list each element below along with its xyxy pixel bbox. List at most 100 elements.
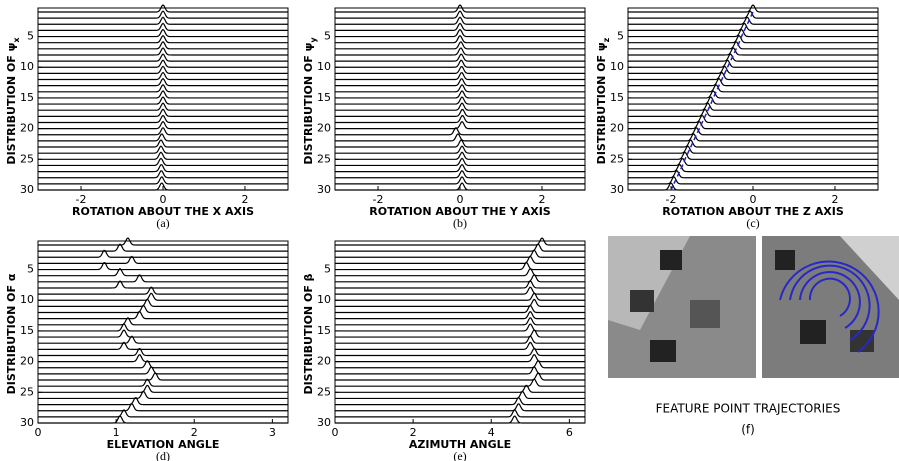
ridge — [335, 323, 585, 332]
y-tick-label: 10 — [317, 60, 331, 73]
ridge — [335, 4, 585, 13]
ridge — [628, 114, 878, 124]
ridge — [38, 102, 288, 111]
ridge — [628, 145, 878, 154]
x-tick-label: 0 — [750, 193, 757, 206]
panel-caption: (e) — [453, 449, 466, 461]
ridge — [38, 28, 288, 38]
ridge — [628, 170, 878, 179]
ridge — [628, 90, 878, 99]
ridge — [38, 323, 288, 332]
ridge — [628, 29, 878, 38]
ridge — [628, 16, 878, 25]
ridge — [335, 10, 585, 19]
ridge — [38, 164, 288, 173]
ridge — [38, 274, 288, 283]
y-tick-label: 5 — [324, 263, 331, 276]
ridge — [335, 71, 585, 81]
ridge — [335, 391, 585, 400]
y-axis-label: DISTRIBUTION OF ψz — [595, 37, 611, 164]
ridge — [628, 96, 878, 105]
ridge — [335, 329, 585, 338]
ridge — [335, 59, 585, 68]
ridge — [335, 255, 585, 265]
ridge — [335, 90, 585, 99]
ridge — [38, 305, 288, 314]
ridge — [335, 139, 585, 148]
y-axis-label: DISTRIBUTION OF α — [5, 273, 18, 394]
image-shape — [840, 236, 899, 300]
ridge — [628, 22, 878, 32]
ridge — [335, 96, 585, 105]
ridge — [38, 65, 288, 74]
ridge — [628, 71, 878, 81]
ridge — [628, 53, 878, 62]
ridge — [335, 16, 585, 25]
image-shape — [660, 250, 682, 270]
ridge — [335, 298, 585, 307]
ridge — [38, 176, 288, 185]
ridge — [628, 108, 878, 117]
ridge — [38, 133, 288, 142]
ridge — [335, 280, 585, 289]
ridge — [335, 120, 585, 130]
y-tick-label: 10 — [610, 60, 624, 73]
ridge — [628, 65, 878, 74]
image-shape — [650, 340, 676, 362]
ridge — [335, 274, 585, 283]
ridge — [38, 292, 288, 301]
ridge — [628, 133, 878, 142]
ridge — [335, 237, 585, 246]
ridge — [38, 4, 288, 13]
ridge — [335, 347, 585, 357]
ridge — [38, 47, 288, 56]
ridge — [335, 268, 585, 277]
ridge — [335, 169, 585, 179]
ridge — [335, 409, 585, 418]
ridge — [38, 329, 288, 338]
x-tick-label: 0 — [457, 193, 464, 206]
x-axis-label: ROTATION ABOUT THE Y AXIS — [369, 205, 551, 218]
ridge — [628, 176, 878, 185]
trajectory — [799, 271, 861, 329]
ridge — [335, 311, 585, 320]
ridge — [38, 243, 288, 252]
ridge — [38, 354, 288, 363]
y-tick-label: 20 — [610, 122, 624, 135]
ridge — [335, 84, 585, 93]
x-axis-label: ROTATION ABOUT THE X AXIS — [72, 205, 254, 218]
ridge — [38, 182, 288, 191]
y-tick-label: 5 — [324, 30, 331, 43]
y-tick-label: 20 — [317, 122, 331, 135]
ridge — [335, 262, 585, 271]
panel-caption: (a) — [156, 216, 169, 230]
ridge — [335, 335, 585, 344]
ridge — [628, 102, 878, 111]
trend-line — [670, 11, 754, 191]
ridge — [335, 176, 585, 185]
ridge — [38, 341, 288, 350]
y-tick-label: 15 — [610, 91, 624, 104]
ridge — [335, 102, 585, 111]
ridge — [38, 41, 288, 50]
y-tick-label: 25 — [20, 385, 34, 398]
trajectory — [808, 277, 851, 317]
ridge — [335, 28, 585, 38]
y-tick-label: 20 — [317, 355, 331, 368]
ridge — [38, 114, 288, 124]
y-tick-label: 30 — [317, 416, 331, 429]
ridge — [38, 108, 288, 117]
x-tick-label: 1 — [113, 426, 120, 439]
y-tick-label: 30 — [317, 183, 331, 196]
y-tick-label: 25 — [317, 385, 331, 398]
y-tick-label: 10 — [20, 293, 34, 306]
ridge — [628, 10, 878, 19]
ridge — [628, 47, 878, 56]
ridge — [628, 77, 878, 87]
panel-caption: (b) — [453, 216, 467, 230]
plot-frame — [334, 240, 586, 424]
ridge — [335, 403, 585, 412]
ridge — [628, 41, 878, 50]
ridge — [335, 372, 585, 381]
x-axis-label: AZIMUTH ANGLE — [409, 438, 511, 451]
